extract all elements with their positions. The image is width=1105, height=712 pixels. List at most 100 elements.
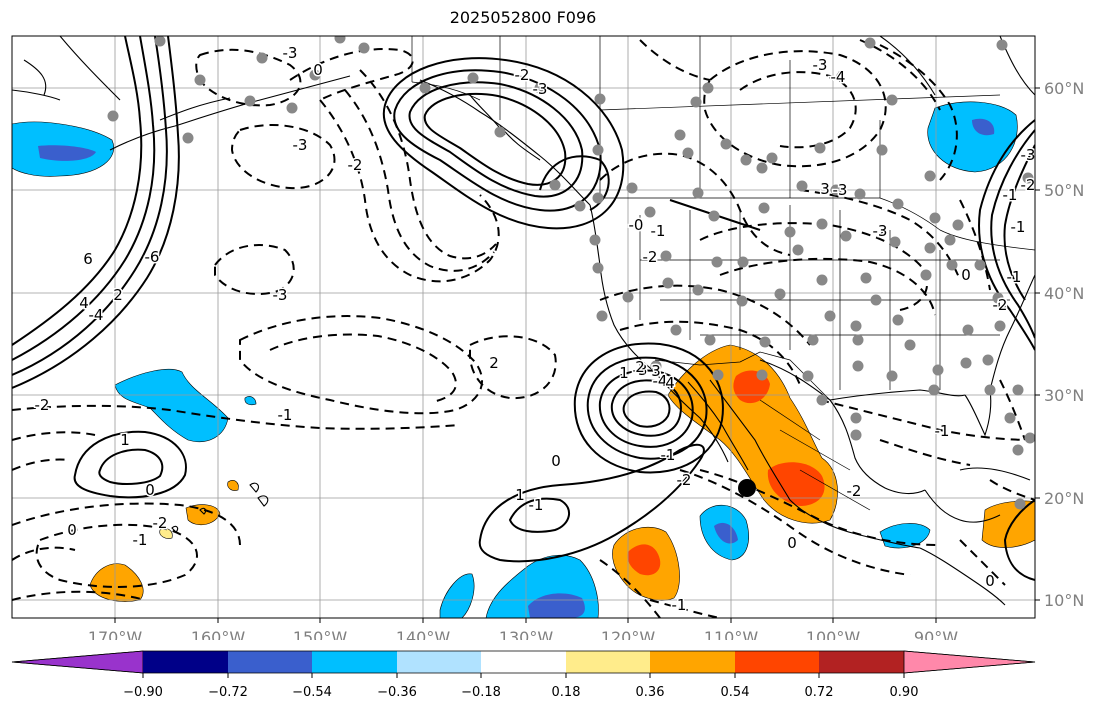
contour-label: -2 <box>515 66 530 84</box>
contour-label: -2 <box>993 296 1008 314</box>
station-markers <box>107 36 1035 510</box>
contour-label: -1 <box>651 222 666 240</box>
positive-anomaly-core <box>767 462 825 506</box>
contour-label: -3 <box>873 222 888 240</box>
contour-labels: -3-3-20 -2-3-3-12 -3-4-3-2-106 -64-42-210-3… <box>33 43 1036 616</box>
lon-label-110w: 110°W <box>704 628 759 640</box>
contour-label: -2 <box>35 396 50 414</box>
negative-anomaly-region <box>439 573 475 618</box>
negative-anomaly-region <box>244 396 257 406</box>
cbar-label-0: −0.90 <box>123 685 163 700</box>
contour-label: -3 <box>283 44 298 62</box>
positive-anomaly-region <box>981 500 1035 548</box>
contour-label: -2 <box>677 471 692 489</box>
negative-anomaly-core <box>38 145 96 161</box>
colorbar-segment <box>481 651 566 673</box>
contour-label: 0 <box>787 534 797 552</box>
contour-label: -2 <box>847 482 862 500</box>
contour-label: -2 <box>873 222 888 240</box>
contour-label: -2 <box>1021 176 1036 194</box>
lon-label-100w: 100°W <box>806 628 861 640</box>
contour-label: -2 <box>348 156 363 174</box>
lat-label-10n: 10°N <box>1044 591 1084 610</box>
contour-label: -3 <box>273 286 288 304</box>
colorbar-outline <box>11 650 1036 674</box>
colorbar-extend-max <box>903 650 1036 674</box>
latitude-labels: 60°N 50°N 40°N 30°N 20°N 10°N <box>1044 79 1084 610</box>
contour-label: 2 <box>113 286 123 304</box>
contour-label: -3 <box>813 56 828 74</box>
contour-label: 1 <box>619 364 629 382</box>
colorbar-segment <box>819 651 904 673</box>
contour-label: -3 <box>833 181 848 199</box>
contour-label: -4 <box>831 68 846 86</box>
dashed-contours <box>12 39 1035 618</box>
contour-label: 2 <box>635 358 645 376</box>
contour-label: -1 <box>1011 218 1026 236</box>
cbar-label-9: 0.90 <box>890 685 919 700</box>
contour-label: 0 <box>145 481 155 499</box>
lat-label-40n: 40°N <box>1044 284 1084 303</box>
shaded-anomalies <box>12 101 1035 618</box>
contour-label: 2 <box>489 354 499 372</box>
tick-marks <box>114 87 1040 623</box>
contour-label: -1 <box>529 496 544 514</box>
cbar-label-4: −0.18 <box>461 685 501 700</box>
contour-label: -1 <box>1007 268 1022 286</box>
contour-label: 3 <box>820 180 830 198</box>
colorbar-tick-labels: −0.90 −0.72 −0.54 −0.36 −0.18 0.18 0.36 … <box>123 685 918 700</box>
cbar-label-7: 0.54 <box>721 685 750 700</box>
contour-label: -1 <box>278 406 293 424</box>
lon-label-140w: 140°W <box>396 628 451 640</box>
positive-anomaly-region <box>227 480 239 491</box>
location-marker <box>738 479 756 497</box>
contour-label: -1 <box>935 422 950 440</box>
contour-label: -2 <box>153 514 168 532</box>
map-title: 2025052800 F096 <box>449 8 597 27</box>
contour-label: 4 <box>665 374 675 392</box>
lat-label-50n: 50°N <box>1044 181 1084 200</box>
contour-label: -0 <box>629 216 644 234</box>
contour-label: 0 <box>67 521 77 539</box>
lat-label-20n: 20°N <box>1044 489 1084 508</box>
cbar-label-1: −0.72 <box>208 685 248 700</box>
contour-label: 6 <box>83 250 93 268</box>
solid-contours <box>12 36 1035 581</box>
lat-label-30n: 30°N <box>1044 386 1084 405</box>
lon-label-150w: 150°W <box>293 628 348 640</box>
negative-anomaly-core <box>714 522 738 544</box>
colorbar-segment <box>566 651 650 673</box>
lon-label-120w: 120°W <box>601 628 656 640</box>
contour-label: 1 <box>515 486 525 504</box>
colorbar-segment <box>228 651 312 673</box>
map-background <box>12 36 1035 618</box>
contour-label: -2 <box>643 248 658 266</box>
contour-label: 4 <box>79 294 89 312</box>
positive-anomaly-core <box>627 544 661 576</box>
contour-label: 3 <box>651 362 661 380</box>
negative-anomaly-region <box>879 523 931 549</box>
negative-anomaly-core <box>528 593 585 618</box>
cbar-label-8: 0.72 <box>805 685 834 700</box>
cbar-label-3: −0.36 <box>377 685 417 700</box>
colorbar-segment <box>735 651 819 673</box>
contour-label: -6 <box>145 248 160 266</box>
colorbar-segment <box>143 651 228 673</box>
contour-label: -4 <box>653 372 668 390</box>
contour-label: -1 <box>672 596 687 614</box>
contour-label: 1 <box>120 431 130 449</box>
positive-anomaly-region <box>185 504 221 526</box>
negative-anomaly-core <box>972 118 995 136</box>
cbar-label-6: 0.36 <box>636 685 665 700</box>
contour-label: -3 <box>533 80 548 98</box>
cbar-label-2: −0.54 <box>292 685 332 700</box>
contour-label: 0 <box>313 61 323 79</box>
lon-label-90w: 90°W <box>914 628 958 640</box>
contour-label: -4 <box>829 68 844 86</box>
contour-label: -1 <box>661 446 676 464</box>
colorbar-extend-min <box>11 650 144 674</box>
map-frame <box>11 35 1036 619</box>
lon-label-160w: 160°W <box>191 628 246 640</box>
contour-label: 0 <box>985 572 995 590</box>
contour-label: 0 <box>551 452 561 470</box>
